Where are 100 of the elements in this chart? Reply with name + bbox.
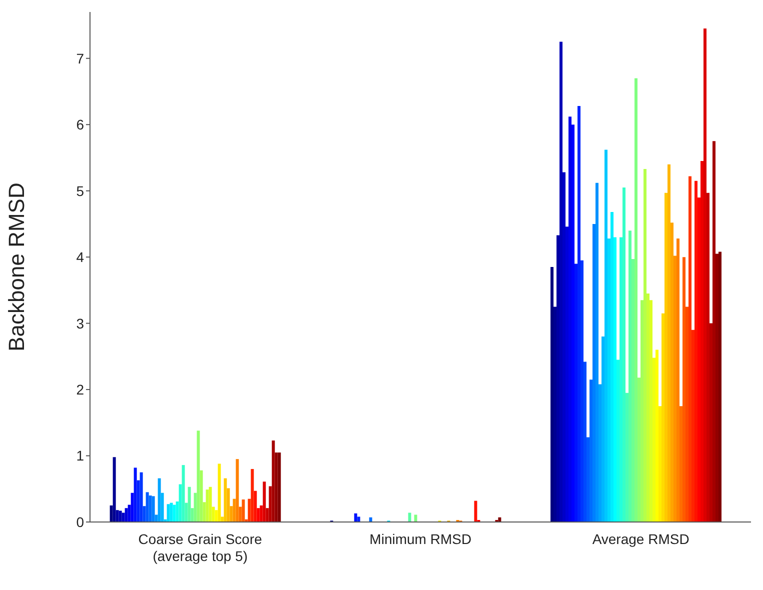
y-tick-label: 5 bbox=[76, 182, 84, 199]
bar bbox=[643, 168, 646, 522]
y-tick-label: 6 bbox=[76, 116, 84, 133]
bar bbox=[625, 392, 628, 522]
bar bbox=[140, 472, 143, 522]
bar bbox=[718, 252, 722, 522]
bar bbox=[571, 124, 574, 522]
y-tick-label: 3 bbox=[76, 315, 84, 332]
bar bbox=[202, 502, 206, 522]
bar bbox=[667, 164, 670, 522]
bar bbox=[176, 501, 179, 522]
bar bbox=[214, 510, 218, 522]
bar bbox=[272, 440, 275, 522]
x-tick-label: Coarse Grain Score (average top 5) bbox=[138, 531, 262, 564]
bar bbox=[583, 362, 586, 522]
bar bbox=[172, 504, 176, 522]
bar bbox=[124, 508, 128, 522]
bar bbox=[220, 516, 224, 522]
bar bbox=[218, 464, 221, 522]
bar bbox=[232, 498, 236, 522]
bar bbox=[709, 323, 712, 522]
bar bbox=[238, 506, 242, 522]
bar bbox=[589, 380, 592, 522]
bar bbox=[260, 505, 263, 522]
bar bbox=[130, 492, 134, 522]
bar bbox=[574, 264, 578, 522]
bar bbox=[278, 452, 281, 522]
bar bbox=[568, 116, 572, 522]
bar bbox=[250, 469, 254, 522]
bar bbox=[688, 176, 692, 522]
bar bbox=[154, 514, 158, 522]
bar bbox=[266, 508, 269, 522]
bar bbox=[706, 192, 710, 522]
y-tick-label: 4 bbox=[76, 249, 84, 266]
y-tick-label: 0 bbox=[76, 514, 84, 530]
bar bbox=[610, 212, 614, 522]
x-tick-label: Average RMSD bbox=[592, 531, 690, 547]
bar bbox=[700, 161, 704, 522]
bar bbox=[631, 259, 634, 522]
bar bbox=[682, 257, 686, 522]
bar bbox=[577, 106, 580, 522]
bar bbox=[184, 502, 188, 522]
bar bbox=[196, 430, 200, 522]
bar bbox=[559, 42, 562, 522]
bar bbox=[178, 484, 182, 522]
bar bbox=[550, 267, 554, 522]
bar bbox=[158, 478, 161, 522]
bar bbox=[142, 506, 146, 522]
bar bbox=[112, 457, 116, 522]
bar bbox=[634, 78, 638, 522]
bar bbox=[152, 496, 155, 522]
bar bbox=[562, 172, 566, 522]
bar bbox=[242, 499, 245, 522]
bar bbox=[170, 502, 173, 522]
bar bbox=[619, 237, 622, 522]
bar bbox=[616, 360, 620, 522]
bar bbox=[661, 313, 664, 522]
bar bbox=[676, 238, 680, 522]
bar bbox=[208, 486, 212, 522]
bar bbox=[637, 378, 640, 522]
bar bbox=[556, 235, 560, 522]
bar bbox=[655, 350, 658, 522]
bar bbox=[691, 330, 694, 522]
bar bbox=[230, 506, 233, 522]
bar bbox=[146, 492, 149, 522]
bar bbox=[598, 384, 602, 522]
bar bbox=[715, 254, 718, 522]
bar bbox=[212, 506, 215, 522]
bar bbox=[640, 300, 644, 522]
bar bbox=[160, 492, 164, 522]
bar bbox=[122, 512, 125, 522]
bar bbox=[262, 482, 266, 522]
bar bbox=[595, 182, 598, 522]
bar bbox=[586, 437, 590, 522]
bar bbox=[553, 306, 556, 522]
bar bbox=[190, 508, 194, 522]
bar bbox=[110, 505, 113, 522]
y-tick-label: 7 bbox=[76, 50, 84, 66]
y-axis-title: Backbone RMSD bbox=[4, 182, 29, 352]
bar bbox=[128, 504, 131, 522]
bar bbox=[118, 510, 122, 522]
bar bbox=[580, 260, 584, 522]
bar bbox=[116, 510, 119, 522]
bar bbox=[236, 459, 239, 522]
bar bbox=[622, 188, 626, 522]
bar bbox=[652, 358, 656, 522]
bar bbox=[136, 480, 140, 522]
bar bbox=[200, 470, 203, 522]
bar bbox=[664, 192, 668, 522]
bar bbox=[670, 222, 674, 522]
bar bbox=[206, 490, 209, 522]
bar bbox=[357, 516, 360, 522]
bar bbox=[673, 256, 676, 522]
bar bbox=[607, 238, 610, 522]
bar bbox=[254, 490, 257, 522]
bar bbox=[613, 237, 616, 522]
bar bbox=[565, 226, 568, 522]
bar bbox=[226, 488, 230, 522]
bar bbox=[248, 498, 251, 522]
bar bbox=[354, 513, 358, 522]
